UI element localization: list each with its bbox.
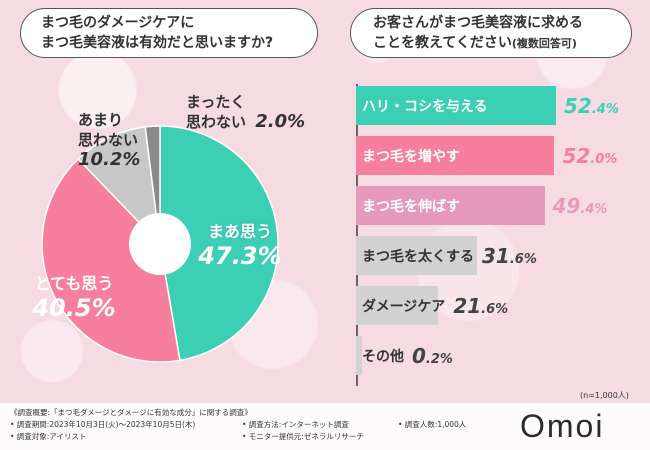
bar-chart-axis [356,84,358,386]
bar-value-hari-koshi: 52.4% [564,93,619,118]
bar-row-nobasu: まつ毛を伸ばす 49.4% [356,186,607,225]
pie-label-maa: まあ思う 47.3% [198,218,282,270]
bar-damage-care: ダメージケア 21.6% [356,286,508,325]
pie-label-maa-text: まあ思う [207,222,272,241]
left-question-box: まつ毛のダメージケアに まつ毛美容液は有効だと思いますか? [20,8,318,58]
bar-label-futoku: まつ毛を太くする [362,248,474,265]
pie-slice-maa [159,125,279,362]
pie-label-totemo-pct: 40.5% [32,294,116,322]
pie-label-mattaku-line1: まったく [186,93,246,111]
survey-footer: 《調査概要:「まつ毛ダメージとダメージに有効な成分」に関する調査》 • 調査期間… [0,403,650,450]
bar-futoku: まつ毛を太くする 31.6% [356,236,537,275]
pie-label-totemo-text: とても思う [34,274,114,293]
pie-label-mattaku-row: 思わない 2.0% [186,112,305,132]
bar-label-nobasu: まつ毛を伸ばす [362,198,460,215]
pie-label-mattaku: まったく 思わない 2.0% [186,92,305,132]
bar-value-fuyasu: 52.0% [562,143,618,168]
bar-label-sonota: その他 [362,348,404,365]
bar-value-sonota: 0.2% [412,343,453,368]
bar-label-damage-care: ダメージケア [362,298,446,315]
sample-size-note: (n=1,000人) [580,391,629,400]
right-question-line2-wrap: ことを教えてください(複数回答可) [373,33,631,54]
left-question-line2: まつ毛美容液は有効だと思いますか? [41,35,274,51]
bar-fuyasu: まつ毛を増やす [356,136,555,175]
bar-label-hari-koshi: ハリ・コシを与える [362,98,488,115]
left-question-line1: まつ毛のダメージケアに [41,15,195,31]
bar-value-damage-care: 21.6% [453,293,509,318]
bar-row-hari-koshi: ハリ・コシを与える 52.4% [356,86,619,125]
bar-row-futoku: まつ毛を太くする 31.6% [356,236,537,275]
right-question-box: お客さんがまつ毛美容液に求める ことを教えてください(複数回答可) [350,8,632,58]
pie-slice-amari [77,126,162,247]
footer-heading: 《調査概要:「まつ毛ダメージとダメージに有効な成分」に関する調査》 [10,408,252,417]
pie-label-amari-line2: 思わない [78,131,139,149]
footer-count: • 調査人数:1,000人 [398,420,467,429]
pie-label-mattaku-line2: 思わない [186,113,247,131]
footer-period: • 調査期間:2023年10月3日(火)～2023年10月5日(木) [10,420,196,429]
bar-row-fuyasu: まつ毛を増やす 52.0% [356,136,617,175]
bar-sonota: その他 0.2% [356,336,453,375]
bar-label-fuyasu: まつ毛を増やす [362,148,460,165]
pie-label-amari-line1: あまり [78,111,124,129]
pie-center-hole [129,213,191,275]
pie-label-mattaku-pct: 2.0% [255,111,306,132]
right-question-line1: お客さんがまつ毛美容液に求める [373,14,583,31]
pie-label-maa-pct: 47.3% [198,242,282,270]
pie-label-amari: あまり 思わない 10.2% [78,110,140,170]
pie-label-totemo: とても思う 40.5% [28,270,120,322]
footer-method: • 調査方法:インターネット調査 [242,420,349,429]
bar-value-futoku: 31.6% [482,243,537,268]
bar-hari-koshi: ハリ・コシを与える [356,86,556,125]
right-question-sub: (複数回答可) [511,36,577,50]
bar-row-damage-care: ダメージケア 21.6% [356,286,508,325]
footer-provider: • モニター提供元:ゼネラルリサーチ [242,432,364,441]
bar-nobasu: まつ毛を伸ばす [356,186,545,225]
pie-label-amari-pct: 10.2% [78,149,141,170]
omoi-logo: Omoi [520,408,605,444]
bar-value-nobasu: 49.4% [552,193,608,218]
footer-target: • 調査対象:アイリスト [10,432,87,441]
right-question-line2: ことを教えてください [373,34,512,51]
bar-row-sonota: その他 0.2% [356,336,453,375]
pie-slice-totemo [41,157,181,363]
